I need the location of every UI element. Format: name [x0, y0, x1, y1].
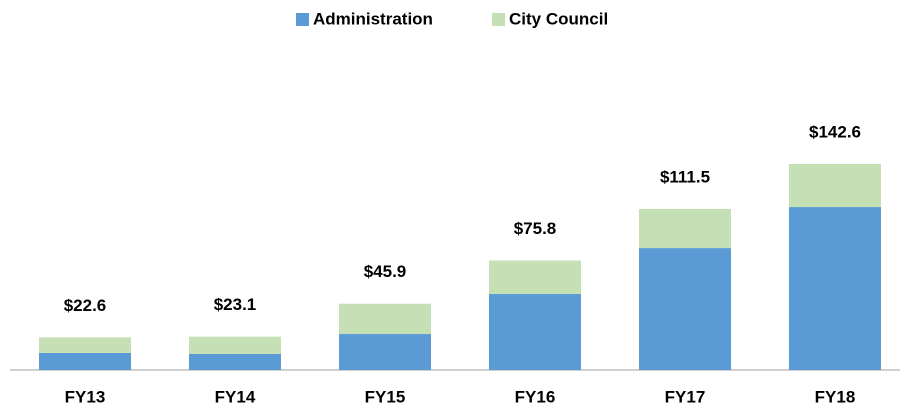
x-tick-label: FY18: [815, 387, 856, 406]
legend-swatch: [492, 13, 505, 26]
bar-segment: [489, 260, 581, 295]
bar-segment: [789, 207, 881, 370]
bar-segment: [489, 294, 581, 370]
x-tick-label: FY14: [215, 387, 256, 406]
bar-segment: [189, 353, 281, 370]
legend-swatch: [296, 13, 309, 26]
bar-segment: [189, 336, 281, 354]
total-label: $45.9: [364, 262, 407, 281]
x-tick-label: FY16: [515, 387, 556, 406]
x-tick-label: FY17: [665, 387, 706, 406]
bar-segment: [39, 337, 131, 353]
legend-label: Administration: [313, 9, 433, 28]
total-label: $111.5: [660, 167, 710, 186]
bar-segment: [339, 334, 431, 370]
bar-segment: [339, 303, 431, 335]
x-tick-label: FY13: [65, 387, 106, 406]
bar-segment: [639, 248, 731, 370]
total-label: $75.8: [514, 219, 557, 238]
bar-segment: [39, 352, 131, 370]
total-label: $142.6: [809, 122, 861, 141]
x-tick-label: FY15: [365, 387, 406, 406]
bar-segment: [639, 208, 731, 249]
total-label: $22.6: [64, 296, 107, 315]
total-label: $23.1: [214, 295, 257, 314]
bar-segment: [789, 164, 881, 208]
legend-label: City Council: [509, 9, 608, 28]
